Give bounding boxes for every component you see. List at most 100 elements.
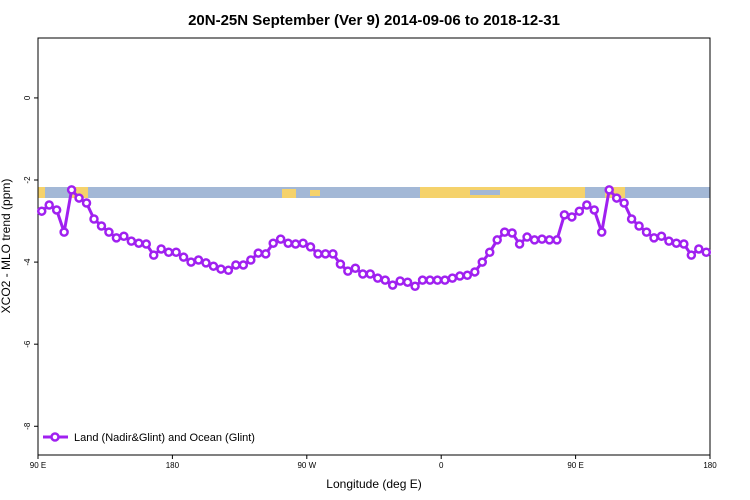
data-point — [664, 236, 674, 246]
data-point — [626, 214, 637, 224]
data-point — [589, 205, 600, 215]
data-point — [559, 210, 570, 220]
data-point — [313, 249, 323, 259]
data-point — [455, 271, 465, 281]
data-point — [596, 227, 607, 237]
y-tick-label: -4 — [23, 258, 32, 266]
data-point — [514, 239, 525, 249]
data-point — [477, 257, 488, 267]
data-point — [425, 275, 435, 285]
data-point — [417, 275, 428, 285]
data-point — [552, 235, 562, 245]
data-point — [611, 193, 622, 203]
data-point — [470, 267, 480, 277]
data-point — [567, 212, 577, 222]
data-point — [365, 269, 376, 279]
data-point — [507, 228, 517, 238]
data-point — [686, 250, 697, 260]
data-point — [641, 227, 652, 237]
data-point — [372, 273, 383, 283]
data-point — [694, 244, 704, 254]
data-point — [253, 248, 264, 258]
data-point — [275, 234, 286, 244]
y-tick-label: 0 — [23, 95, 32, 100]
data-point — [604, 185, 614, 195]
data-point — [134, 238, 144, 248]
data-point — [395, 276, 405, 286]
y-axis-label: XCO2 - MLO trend (ppm) — [0, 179, 13, 314]
data-point — [246, 255, 256, 265]
plot-frame — [37, 37, 711, 456]
data-point — [89, 214, 99, 224]
data-point — [537, 234, 547, 244]
data-point — [148, 250, 159, 260]
x-tick-label: 90 E — [30, 461, 46, 470]
data-point — [320, 249, 331, 259]
legend-label: Land (Nadir&Glint) and Ocean (Glint) — [74, 432, 255, 444]
data-point — [649, 233, 659, 243]
data-point — [163, 247, 174, 257]
data-point — [298, 238, 308, 248]
data-point — [574, 206, 585, 216]
data-point — [350, 263, 361, 274]
data-point — [305, 242, 316, 252]
x-tick-label: 90 E — [567, 461, 583, 470]
data-point — [447, 273, 458, 283]
data-point — [402, 277, 413, 287]
x-tick-label: 0 — [439, 461, 444, 470]
data-point — [81, 198, 92, 208]
data-point — [208, 261, 219, 271]
data-point — [223, 265, 234, 276]
data-point — [656, 231, 667, 241]
data-point — [462, 270, 473, 280]
data-point — [96, 221, 107, 231]
data-point — [74, 193, 84, 203]
data-point — [171, 247, 181, 257]
data-point — [193, 255, 204, 265]
data-point — [44, 200, 54, 210]
data-point — [201, 258, 211, 268]
data-point — [141, 239, 152, 249]
data-point — [544, 235, 555, 245]
data-point — [260, 249, 271, 259]
x-tick-label: 90 W — [297, 461, 316, 470]
y-tick-label: -2 — [23, 176, 32, 184]
x-tick-label: 180 — [703, 461, 717, 470]
data-point — [66, 185, 77, 195]
data-point — [328, 249, 338, 259]
data-point — [335, 259, 346, 269]
data-point — [156, 244, 166, 254]
data-point — [358, 269, 368, 279]
data-point — [268, 238, 278, 248]
data-point — [238, 260, 249, 270]
data-point — [111, 233, 122, 243]
data-point — [119, 231, 129, 241]
data-point — [216, 264, 226, 274]
data-point — [582, 200, 592, 210]
data-point — [619, 198, 629, 208]
map-strip — [38, 187, 710, 198]
data-point — [701, 247, 712, 257]
data-point — [529, 235, 540, 245]
data-point — [231, 260, 241, 270]
data-point — [186, 257, 196, 267]
data-point — [290, 239, 301, 249]
data-point — [492, 235, 502, 245]
data-point — [671, 238, 682, 248]
data-point — [410, 281, 420, 292]
x-tick-label: 180 — [166, 461, 180, 470]
data-point — [59, 227, 69, 237]
data-point — [343, 266, 353, 276]
data-point — [387, 280, 398, 290]
data-point — [104, 227, 114, 237]
x-axis-label: Longitude (deg E) — [326, 477, 421, 491]
data-point — [178, 252, 189, 262]
data-point — [432, 275, 443, 285]
data-point — [679, 239, 689, 249]
chart-title: 20N-25N September (Ver 9) 2014-09-06 to … — [188, 12, 560, 29]
data-point — [283, 238, 293, 248]
data-point — [380, 275, 390, 285]
y-tick-label: -8 — [23, 422, 32, 430]
